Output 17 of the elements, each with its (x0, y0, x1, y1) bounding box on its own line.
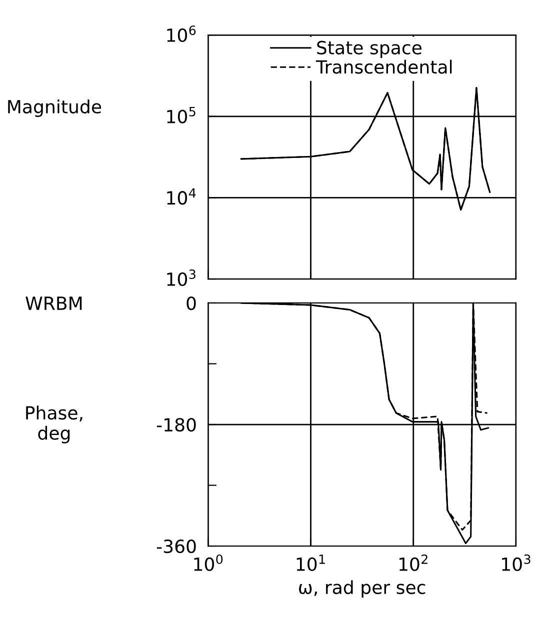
y-axis-title: Magnitude (8, 100, 102, 117)
text: WRBM (26, 296, 82, 310)
y-tick-label: 10$^{6}$ (167, 26, 196, 42)
y-tick-label: 10$^{3}$ (167, 269, 196, 286)
y-tick-label: -180 (156, 418, 196, 432)
x-axis-title: ω, rad per sec (299, 580, 426, 598)
legend-label: State space (317, 40, 422, 58)
y-tick-label: -360 (156, 540, 196, 554)
x-tick-label: 10$^{3}$ (502, 554, 530, 571)
legend-label: Transcendental (316, 60, 452, 74)
y-axis-title: Phase, deg (26, 406, 82, 444)
y-tick-label: 0 (186, 296, 196, 310)
x-tick-label: 10$^{1}$ (296, 554, 325, 572)
y-tick-label: 10$^{4}$ (167, 188, 196, 205)
y-tick-label: 10$^{5}$ (167, 107, 196, 124)
x-tick-label: 10$^{0}$ (194, 554, 223, 571)
x-tick-label: 10$^{2}$ (399, 554, 428, 571)
